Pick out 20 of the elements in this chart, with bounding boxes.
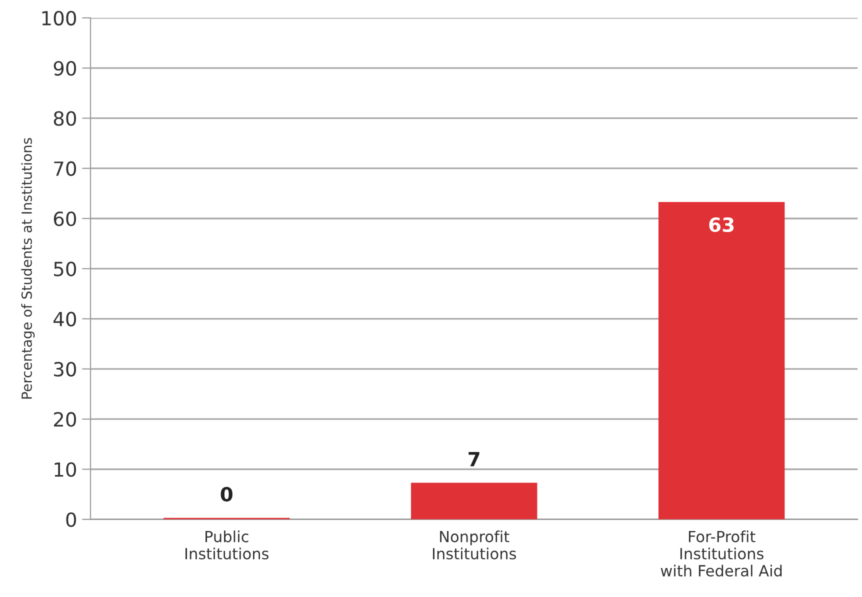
- data-label: 0: [220, 486, 232, 502]
- y-tick-label: 60: [54, 211, 76, 226]
- data-label: 7: [468, 452, 480, 466]
- y-tick-label: 40: [54, 312, 76, 326]
- y-tick-label: 80: [54, 111, 76, 126]
- y-tick-label: 90: [54, 61, 76, 76]
- y-tick-label: 20: [54, 412, 76, 427]
- y-tick-label: 30: [54, 362, 76, 377]
- x-tick-label: For-Profit Institutions with Federal Aid: [660, 530, 782, 577]
- y-tick-label: 100: [42, 10, 76, 26]
- y-tick-label: 10: [54, 462, 76, 477]
- y-tick-label: 0: [66, 512, 76, 528]
- bar: [410, 482, 538, 520]
- x-tick-label: Nonprofit Institutions: [432, 530, 516, 560]
- x-tick-label: Public Institutions: [185, 530, 269, 560]
- data-label: 63: [709, 217, 734, 232]
- y-tick-label: 50: [54, 262, 76, 276]
- bar: [658, 202, 785, 520]
- y-tick-label: 70: [54, 161, 76, 176]
- y-axis-title: Percentage of Students at Institutions: [21, 138, 35, 399]
